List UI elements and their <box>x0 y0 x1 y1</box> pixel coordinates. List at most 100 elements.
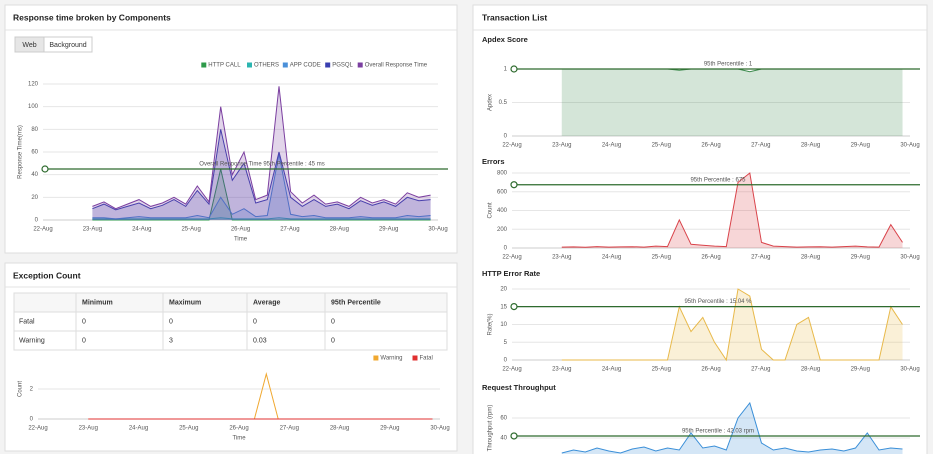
x-tick-label: 25-Aug <box>652 255 671 261</box>
x-tick-label: 26-Aug <box>231 227 250 233</box>
y-tick-label: 0 <box>504 358 508 364</box>
legend-label: APP CODE <box>290 63 321 69</box>
percentile-marker <box>510 181 518 189</box>
x-tick-label: 29-Aug <box>380 426 399 432</box>
legend-swatch <box>282 62 288 68</box>
y-tick-label: 60 <box>31 150 38 156</box>
cell: 3 <box>169 337 173 344</box>
y-tick-label: 40 <box>31 172 38 178</box>
legend-label: Warning <box>380 356 402 362</box>
x-tick-label: 22-Aug <box>502 255 521 261</box>
series-line <box>561 288 903 362</box>
cell: 0 <box>82 337 86 344</box>
x-tick-label: 26-Aug <box>701 367 720 373</box>
x-tick-label: 27-Aug <box>751 255 770 261</box>
x-axis-label: Time <box>234 237 248 243</box>
x-tick-label: 26-Aug <box>701 255 720 261</box>
x-tick-label: 24-Aug <box>602 143 621 149</box>
x-tick-label: 23-Aug <box>552 143 571 149</box>
panel-title: Response time broken by Components <box>13 12 171 22</box>
y-tick-label: 800 <box>497 171 508 177</box>
x-tick-label: 23-Aug <box>552 255 571 261</box>
y-tick-label: 10 <box>500 322 507 328</box>
percentile-label: 95th Percentile : 15.04 % <box>684 299 752 305</box>
x-tick-label: 28-Aug <box>330 426 349 432</box>
series-line <box>92 217 431 220</box>
x-tick-label: 29-Aug <box>851 367 870 373</box>
y-axis-label: Response Time(ms) <box>18 125 24 179</box>
series-line <box>561 401 903 454</box>
panel-title: Transaction List <box>482 12 547 22</box>
x-tick-label: 25-Aug <box>652 367 671 373</box>
tab-label[interactable]: Web <box>22 42 36 49</box>
y-axis-label: Apdex <box>488 94 494 111</box>
series-area <box>561 69 903 136</box>
x-tick-label: 25-Aug <box>652 143 671 149</box>
y-tick-label: 20 <box>500 287 507 293</box>
x-tick-label: 24-Aug <box>602 367 621 373</box>
legend-swatch <box>325 62 331 68</box>
y-tick-label: 0.5 <box>499 100 508 106</box>
x-tick-label: 27-Aug <box>280 227 299 233</box>
exception-table <box>13 292 448 351</box>
cell: 0 <box>331 318 335 325</box>
y-tick-label: 0 <box>35 218 39 224</box>
table-header <box>13 292 448 313</box>
x-tick-label: 30-Aug <box>428 227 447 233</box>
x-tick-label: 30-Aug <box>900 367 919 373</box>
row-label: Fatal <box>19 318 35 325</box>
column-header: Maximum <box>169 299 201 306</box>
x-tick-label: 30-Aug <box>430 426 449 432</box>
legend-label: OTHERS <box>254 63 279 69</box>
chart-title: Apdex Score <box>482 35 528 44</box>
y-tick-label: 80 <box>31 127 38 133</box>
legend-label: HTTP CALL <box>208 63 241 69</box>
y-tick-label: 200 <box>497 227 508 233</box>
x-axis-label: Time <box>232 436 246 442</box>
x-tick-label: 22-Aug <box>502 367 521 373</box>
y-tick-label: 400 <box>497 208 508 214</box>
x-tick-label: 27-Aug <box>280 426 299 432</box>
x-tick-label: 27-Aug <box>751 367 770 373</box>
tab-label[interactable]: Background <box>49 42 86 49</box>
row-label: Warning <box>19 337 45 344</box>
x-tick-label: 28-Aug <box>801 255 820 261</box>
legend-swatch <box>247 62 252 68</box>
x-tick-label: 28-Aug <box>801 367 820 373</box>
percentile-marker <box>41 165 49 173</box>
x-tick-label: 29-Aug <box>851 143 870 149</box>
tab[interactable] <box>43 36 93 53</box>
cell: 0.03 <box>253 337 267 344</box>
legend-label: Overall Response Time <box>365 63 428 69</box>
x-tick-label: 28-Aug <box>801 143 820 149</box>
series-line <box>92 129 431 211</box>
cell: 0 <box>82 318 86 325</box>
cell: 0 <box>253 318 257 325</box>
x-tick-label: 22-Aug <box>33 227 52 233</box>
y-tick-label: 120 <box>28 82 39 88</box>
y-tick-label: 1 <box>504 67 508 73</box>
series-area <box>561 289 903 360</box>
column-header: 95th Percentile <box>331 299 381 306</box>
legend-label: Fatal <box>420 356 433 362</box>
chart-title: Request Throughput <box>482 383 556 392</box>
percentile-marker <box>510 65 518 73</box>
x-tick-label: 26-Aug <box>701 143 720 149</box>
x-tick-label: 24-Aug <box>129 426 148 432</box>
series-line <box>92 86 431 210</box>
legend-label: PGSQL <box>332 63 353 69</box>
y-axis-label: Throughput (rpm) <box>488 405 494 452</box>
y-tick-label: 600 <box>497 189 508 195</box>
column-header: Minimum <box>82 299 113 306</box>
y-tick-label: 0 <box>504 134 508 140</box>
y-axis-label: Rate(%) <box>488 313 494 335</box>
legend-swatch <box>373 355 379 361</box>
percentile-marker <box>510 432 518 440</box>
x-tick-label: 27-Aug <box>751 143 770 149</box>
legend-swatch <box>412 355 418 361</box>
percentile-label: 95th Percentile : 42.03 rpm <box>682 429 754 435</box>
x-tick-label: 24-Aug <box>132 227 151 233</box>
y-axis-label: Count <box>18 381 24 397</box>
y-tick-label: 100 <box>28 104 39 110</box>
